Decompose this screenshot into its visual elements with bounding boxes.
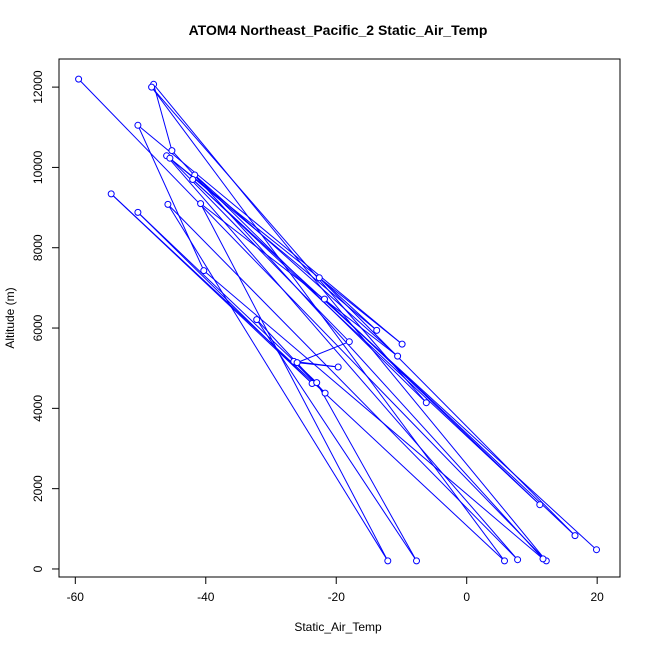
series-layer bbox=[75, 75, 600, 565]
series-line-segment bbox=[316, 382, 417, 562]
y-tick-label: 6000 bbox=[31, 314, 45, 341]
series-line-segment bbox=[151, 86, 427, 404]
series-line-segment bbox=[318, 277, 576, 536]
series-line-segment bbox=[200, 203, 389, 562]
series-line-segment bbox=[137, 125, 205, 271]
x-axis: -60 -40 -20 0 20 bbox=[67, 576, 604, 604]
data-point bbox=[148, 83, 156, 91]
y-axis-label: Altitude (m) bbox=[3, 287, 17, 348]
series-line-segment bbox=[169, 157, 350, 343]
chart-title: ATOM4 Northeast_Pacific_2 Static_Air_Tem… bbox=[189, 22, 488, 38]
data-point bbox=[571, 532, 579, 540]
data-point bbox=[321, 295, 328, 303]
y-tick-label: 0 bbox=[31, 565, 45, 572]
y-tick-label: 4000 bbox=[31, 395, 45, 422]
data-point bbox=[384, 557, 392, 565]
data-point bbox=[398, 340, 406, 348]
x-tick-label: 20 bbox=[590, 590, 604, 604]
y-tick-label: 8000 bbox=[31, 234, 45, 261]
data-point bbox=[514, 556, 522, 564]
data-point bbox=[107, 190, 115, 198]
series-line-segment bbox=[167, 204, 518, 561]
data-point bbox=[197, 200, 205, 208]
data-point bbox=[394, 352, 402, 360]
x-tick-label: 0 bbox=[463, 590, 470, 604]
series-line-segment bbox=[171, 150, 544, 560]
y-tick-label: 2000 bbox=[31, 475, 45, 502]
data-point bbox=[134, 121, 142, 129]
data-point bbox=[315, 274, 323, 282]
y-axis: 0 2000 4000 6000 8000 10000 12000 bbox=[31, 70, 60, 572]
series-line-segment bbox=[192, 179, 541, 506]
data-point bbox=[253, 316, 261, 324]
data-point bbox=[189, 176, 197, 183]
x-tick-label: -40 bbox=[197, 590, 215, 604]
series-line-segment bbox=[137, 212, 313, 384]
data-point bbox=[422, 399, 430, 407]
data-point bbox=[413, 557, 420, 565]
data-point bbox=[200, 267, 208, 275]
data-point bbox=[345, 338, 353, 346]
data-point bbox=[321, 389, 329, 397]
data-point bbox=[334, 363, 342, 371]
data-point bbox=[164, 200, 172, 208]
series-line-segment bbox=[166, 155, 403, 345]
series-line-segment bbox=[137, 212, 318, 383]
series-line-segment bbox=[153, 84, 173, 151]
x-axis-label: Static_Air_Temp bbox=[294, 620, 382, 634]
data-point bbox=[539, 555, 547, 563]
series-line-segment bbox=[192, 179, 597, 551]
x-tick-label: -60 bbox=[67, 590, 85, 604]
data-point bbox=[373, 326, 381, 334]
data-point bbox=[293, 359, 301, 367]
series-line-segment bbox=[293, 361, 326, 394]
x-tick-label: -20 bbox=[328, 590, 346, 604]
data-point bbox=[134, 208, 142, 216]
series-line-segment bbox=[256, 319, 417, 562]
data-point bbox=[75, 75, 83, 83]
series-line-segment bbox=[167, 204, 389, 562]
series-line-segment bbox=[297, 362, 339, 368]
data-point bbox=[168, 147, 176, 155]
data-point bbox=[536, 501, 544, 509]
series-line-segment bbox=[137, 124, 403, 345]
data-point bbox=[166, 154, 174, 162]
series-line-segment bbox=[78, 78, 547, 562]
series-line-segment bbox=[110, 193, 505, 562]
series-line-segment bbox=[194, 174, 398, 357]
series-line-segment bbox=[166, 155, 518, 561]
series-line-segment bbox=[296, 341, 350, 364]
y-tick-label: 12000 bbox=[31, 70, 45, 104]
series-line-segment bbox=[203, 270, 544, 560]
y-tick-label: 10000 bbox=[31, 150, 45, 184]
data-point bbox=[501, 557, 508, 565]
series-line-segment bbox=[169, 157, 378, 331]
data-point bbox=[593, 546, 600, 554]
series-line-segment bbox=[151, 86, 505, 562]
series-line-segment bbox=[318, 277, 378, 331]
data-point bbox=[313, 379, 321, 387]
series-line-segment bbox=[194, 174, 427, 404]
